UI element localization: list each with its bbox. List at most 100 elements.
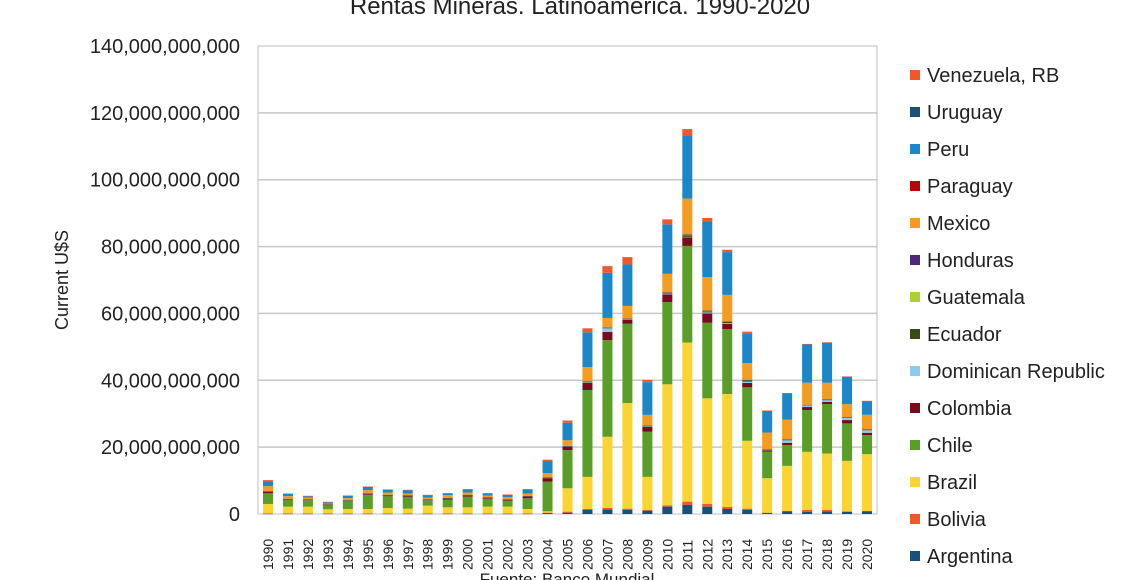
bar-segment-chile [522, 498, 533, 509]
y-tick-label: 60,000,000,000 [101, 303, 240, 325]
bar-segment-colombia [562, 446, 573, 451]
gridlines [258, 112, 877, 448]
bar-segment-honduras [782, 439, 793, 441]
bar-segment-colombia [742, 382, 753, 388]
bar-segment-argentina [462, 513, 473, 515]
bar-segment-mexico [302, 497, 313, 500]
bar-segment-honduras [322, 504, 333, 505]
bar-segment-argentina [262, 513, 273, 515]
bar-segment-honduras [342, 500, 353, 501]
x-tick-label: 2007 [599, 539, 615, 570]
bar-segment-chile [742, 387, 753, 441]
x-tick-label: 2019 [839, 539, 855, 570]
x-tick-label: 2004 [540, 539, 556, 570]
bar-segment-honduras [582, 381, 593, 382]
bar-segment-venezuela-rb [322, 501, 333, 503]
bar-segment-venezuela-rb [782, 393, 793, 394]
bar-segment-peru [702, 222, 713, 278]
legend-swatch [910, 292, 920, 302]
bar-segment-brazil [822, 453, 833, 510]
bar-segment-honduras [722, 321, 733, 322]
bar-segment-chile [462, 496, 473, 508]
legend-label: Mexico [927, 213, 990, 235]
bar-segment-chile [782, 445, 793, 466]
bar-segment-venezuela-rb [542, 459, 553, 462]
bar-segment-argentina [282, 513, 293, 515]
bar-segment-peru [342, 495, 353, 499]
y-tick-label: 100,000,000,000 [90, 170, 240, 192]
bar-segment-honduras [442, 497, 453, 499]
bar-segment-colombia [782, 442, 793, 446]
y-tick-label: 140,000,000,000 [90, 36, 240, 58]
bar-segment-guatemala [702, 310, 713, 312]
bar-segment-colombia [482, 497, 493, 499]
bar-segment-colombia [682, 237, 693, 246]
bar-segment-argentina [582, 509, 593, 514]
bar-segment-bolivia [342, 513, 353, 514]
bar-stack-2015 [762, 410, 773, 514]
bar-segment-honduras [362, 493, 373, 494]
bar-segment-peru [542, 461, 553, 474]
legend-swatch [910, 477, 920, 487]
bar-stack-1995 [362, 486, 373, 515]
bar-segment-bolivia [722, 506, 733, 509]
bar-segment-mexico [782, 419, 793, 440]
bar-segment-brazil [762, 478, 773, 513]
bar-segment-chile [862, 435, 873, 455]
bar-segment-venezuela-rb [822, 342, 833, 343]
bar-segment-brazil [682, 342, 693, 502]
bar-segment-bolivia [782, 510, 793, 512]
bar-segment-bolivia [462, 513, 473, 514]
bar-segment-venezuela-rb [682, 129, 693, 136]
x-tick-label: 1991 [280, 539, 296, 570]
x-tick-label: 1993 [320, 539, 336, 570]
bar-segment-argentina [722, 508, 733, 514]
bar-segment-venezuela-rb [262, 480, 273, 482]
bar-segment-argentina [762, 512, 773, 514]
bar-segment-brazil [602, 436, 613, 508]
bar-segment-peru [382, 489, 393, 493]
bar-segment-dominican-republic [762, 449, 773, 451]
legend-swatch [910, 255, 920, 265]
bar-stack-1994 [342, 495, 353, 515]
bar-segment-chile [262, 493, 273, 504]
x-tick-label: 1994 [340, 539, 356, 570]
bar-segment-brazil [362, 508, 373, 514]
bar-segment-colombia [762, 450, 773, 452]
bar-segment-bolivia [522, 513, 533, 514]
bar-segment-venezuela-rb [802, 343, 813, 345]
bar-segment-honduras [802, 404, 813, 406]
bar-segment-venezuela-rb [482, 493, 493, 494]
bar-segment-venezuela-rb [382, 489, 393, 490]
bar-segment-chile [362, 494, 373, 509]
bar-segment-mexico [282, 496, 293, 499]
bar-segment-venezuela-rb [342, 495, 353, 496]
bar-segment-bolivia [622, 508, 633, 510]
bar-segment-dominican-republic [782, 440, 793, 443]
bar-segment-brazil [562, 488, 573, 512]
bar-segment-venezuela-rb [622, 257, 633, 265]
x-tick-label: 2018 [819, 539, 835, 570]
x-tick-label: 2000 [460, 539, 476, 570]
bar-segment-mexico [322, 503, 333, 505]
legend-label: Ecuador [927, 324, 1002, 346]
bar-segment-honduras [742, 379, 753, 381]
bar-segment-peru [602, 272, 613, 318]
bar-segment-bolivia [862, 510, 873, 512]
bar-segment-colombia [822, 402, 833, 405]
bar-stack-2009 [642, 379, 653, 514]
bar-segment-argentina [782, 511, 793, 514]
bar-segment-bolivia [422, 513, 433, 514]
bar-segment-argentina [362, 513, 373, 515]
bar-segment-peru [562, 422, 573, 441]
bar-segment-colombia [462, 495, 473, 497]
bar-segment-bolivia [382, 513, 393, 514]
bar-segment-brazil [502, 506, 513, 514]
x-tick-label: 1990 [260, 539, 276, 570]
bar-segment-colombia [842, 420, 853, 424]
bar-segment-chile [622, 323, 633, 404]
legend-label: Chile [927, 435, 973, 457]
bar-segment-peru [262, 481, 273, 487]
bar-segment-mexico [842, 404, 853, 418]
bar-segment-argentina [682, 504, 693, 514]
